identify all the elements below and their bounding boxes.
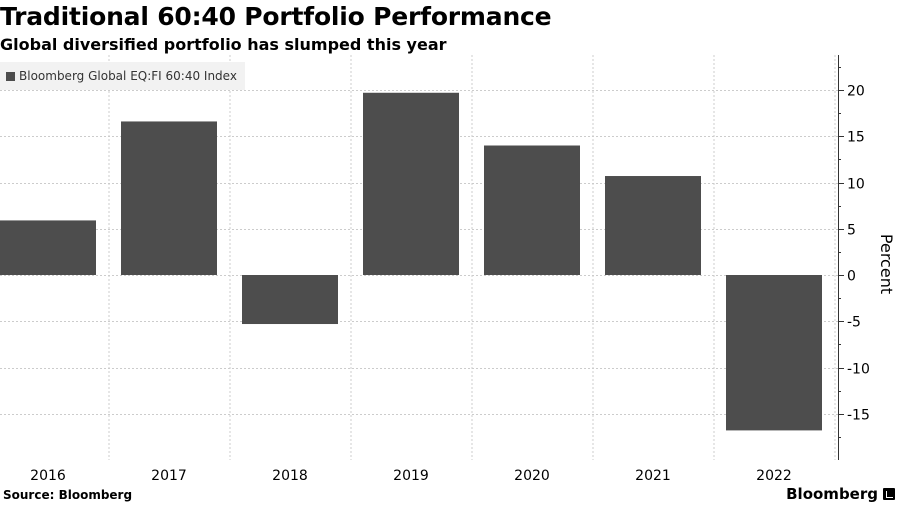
y-tick-label: -5 bbox=[847, 315, 861, 331]
y-tick-label: 5 bbox=[847, 223, 856, 239]
x-tick-label: 2016 bbox=[30, 468, 66, 484]
bar-2018 bbox=[242, 275, 338, 325]
x-tick-label: 2022 bbox=[756, 468, 792, 484]
bar-2022 bbox=[726, 275, 822, 431]
x-tick-label: 2020 bbox=[514, 468, 550, 484]
x-tick-label: 2021 bbox=[635, 468, 671, 484]
chart-subtitle: Global diversified portfolio has slumped… bbox=[0, 35, 447, 54]
y-tick-label: -10 bbox=[847, 362, 870, 378]
bar-2020 bbox=[484, 145, 580, 275]
legend-swatch bbox=[6, 71, 15, 81]
chart-title: Traditional 60:40 Portfolio Performance bbox=[0, 2, 552, 31]
source-note: Source: Bloomberg bbox=[3, 488, 133, 502]
bar-2021 bbox=[605, 176, 701, 275]
y-axis-title: Percent bbox=[877, 234, 896, 294]
x-tick-label: 2019 bbox=[393, 468, 429, 484]
legend: Bloomberg Global EQ:FI 60:40 Index bbox=[0, 62, 245, 90]
bar-2016 bbox=[0, 220, 96, 275]
brand-logo: Bloomberg bbox=[786, 484, 895, 504]
x-tick-label: 2018 bbox=[272, 468, 308, 484]
y-tick-label: 15 bbox=[847, 130, 865, 146]
chart-icon bbox=[883, 488, 895, 500]
y-tick-label: -15 bbox=[847, 408, 870, 424]
y-tick-label: 20 bbox=[847, 84, 865, 100]
brand-name: Bloomberg bbox=[786, 485, 878, 503]
bar-2019 bbox=[363, 92, 459, 276]
y-tick-label: 10 bbox=[847, 177, 865, 193]
y-tick-label: 0 bbox=[847, 269, 856, 285]
legend-label: Bloomberg Global EQ:FI 60:40 Index bbox=[19, 69, 237, 83]
bar-2017 bbox=[121, 121, 217, 275]
x-tick-label: 2017 bbox=[151, 468, 187, 484]
